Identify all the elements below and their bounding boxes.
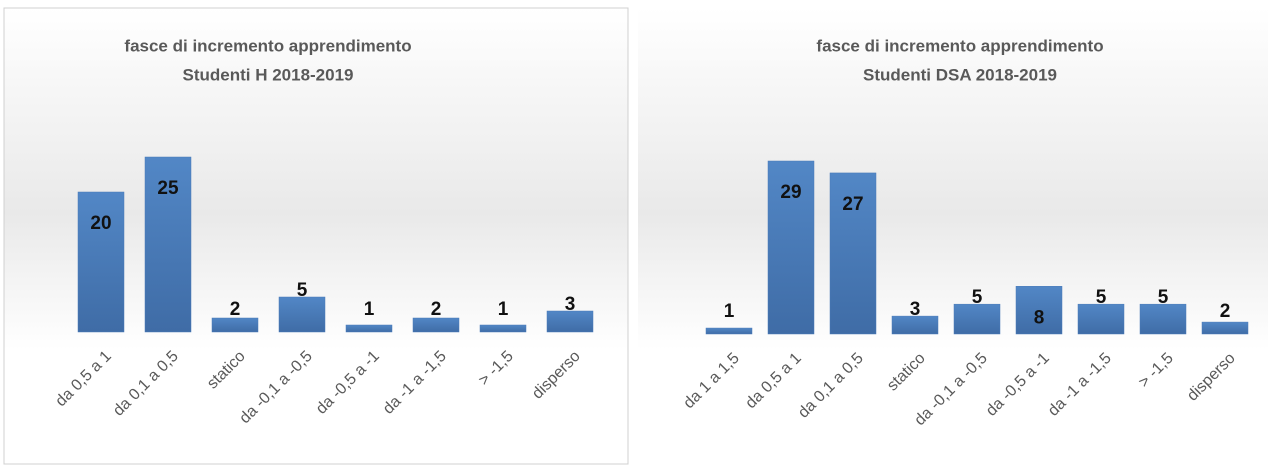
data-label: 29 [780,182,801,203]
bar [479,324,527,333]
bar [767,160,815,335]
bar [412,317,460,333]
data-label: 3 [910,299,921,320]
data-label: 3 [565,294,576,315]
bar [278,296,326,333]
data-label: 1 [364,299,375,320]
data-label: 25 [157,178,179,199]
bar [77,191,125,333]
data-label: 2 [1220,301,1231,322]
bar [345,324,393,333]
bar [953,303,1001,335]
chart-subtitle: Studenti H 2018-2019 [182,65,353,84]
chart-subtitle: Studenti DSA 2018-2019 [863,65,1057,84]
bar [144,156,192,333]
data-label: 1 [724,301,735,322]
bar [1015,286,1063,335]
data-label: 2 [431,299,442,320]
bar [829,172,877,335]
chart-title: fasce di incremento apprendimento [816,36,1103,55]
bar [1201,321,1249,335]
bar [1077,303,1125,335]
data-label: 1 [498,299,509,320]
data-label: 5 [1096,287,1107,308]
data-label: 5 [972,287,983,308]
data-label: 5 [1158,287,1169,308]
bar [211,317,259,333]
chart-frame [638,8,1268,464]
data-label: 8 [1034,307,1045,328]
bar [705,327,753,335]
bar [1139,303,1187,335]
bar [891,315,939,335]
data-label: 20 [90,213,111,234]
data-label: 2 [230,299,241,320]
bar [546,310,594,333]
data-label: 5 [297,280,308,301]
data-label: 27 [842,194,863,215]
chart-title: fasce di incremento apprendimento [124,36,411,55]
